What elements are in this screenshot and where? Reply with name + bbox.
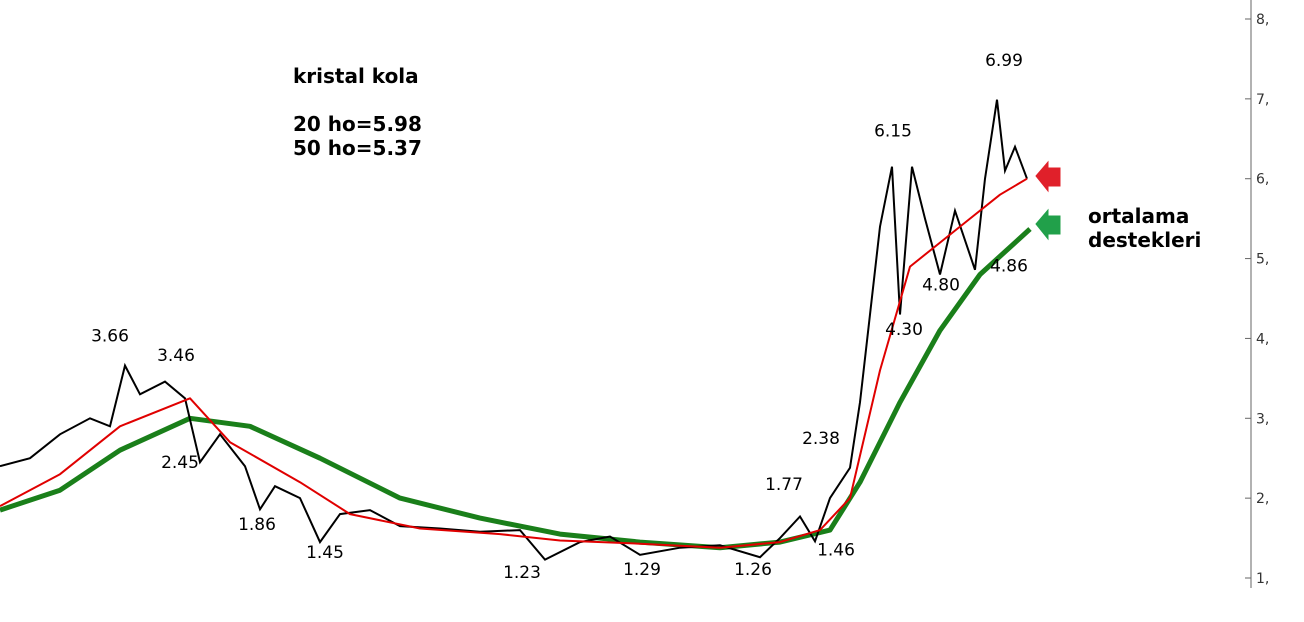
price-annotation: 6.15 [874,121,912,141]
y-tick-label: 1, [1256,571,1269,587]
price-annotation: 1.23 [503,563,541,583]
chart-title: kristal kola [293,64,419,88]
price-annotation: 1.86 [238,515,276,535]
legend-ma20: 20 ho=5.98 [293,112,422,136]
ma20-line [0,177,1028,549]
price-annotation: 1.77 [765,475,803,495]
price-annotation: 1.26 [734,560,772,580]
price-annotation: 2.38 [802,429,840,449]
price-line [0,99,1028,561]
red-arrow-icon [1035,160,1061,193]
y-tick-label: 8, [1256,12,1269,28]
support-note: ortalama destekleri [1088,204,1201,252]
green-arrow-icon [1035,208,1061,241]
price-annotation: 4.86 [990,256,1028,276]
price-annotation: 1.45 [306,543,344,563]
price-annotation: 4.80 [922,276,960,296]
price-annotation: 3.46 [157,346,195,366]
price-annotation: 1.46 [817,541,855,561]
price-annotation: 2.45 [161,453,199,473]
y-tick-label: 2, [1256,491,1269,507]
support-note-line2: destekleri [1088,228,1202,252]
y-tick-label: 6, [1256,172,1269,188]
annotations-group: 3.66 3.46 2.45 1.86 1.45 1.23 1.29 1.26 1.46 1.77… [91,51,1028,583]
support-note-line1: ortalama [1088,204,1190,228]
price-annotation: 6.99 [985,51,1023,71]
y-tick-label: 3, [1256,411,1269,427]
y-tick-label: 7, [1256,92,1269,108]
price-annotation: 4.30 [885,320,923,340]
y-tick-label: 4, [1256,331,1269,347]
series-group [0,99,1032,561]
price-annotation: 1.29 [623,560,661,580]
chart-title-block: kristal kola 20 ho=5.98 50 ho=5.37 [293,64,422,160]
y-tick-label: 5, [1256,252,1269,268]
price-annotation: 3.66 [91,327,129,347]
legend-ma50: 50 ho=5.37 [293,136,422,160]
y-axis-ticks: 1, 2, 3, 4, 5, 6, 7, 8, [1245,12,1269,587]
